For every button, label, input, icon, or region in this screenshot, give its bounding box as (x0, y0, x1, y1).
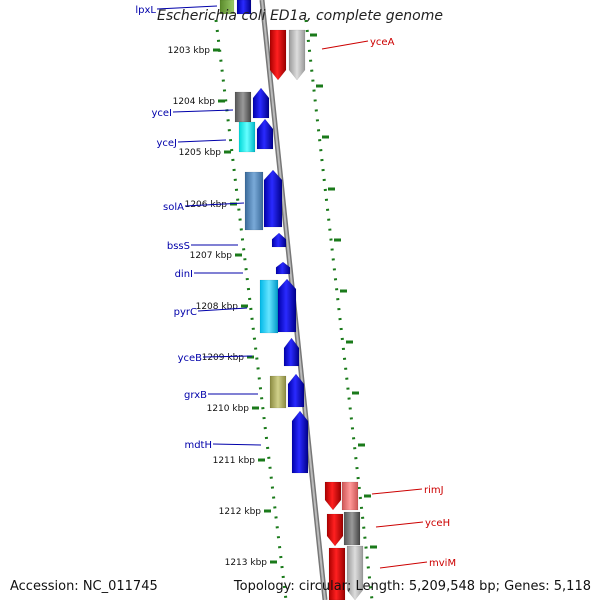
gene-label-pyrC[interactable]: pyrC (174, 307, 197, 318)
gene-yceI-partner-block (234, 91, 252, 123)
tick-rail-right (304, 19, 374, 600)
gene-pyrC-block (277, 278, 297, 333)
gene-leader-line (202, 355, 253, 358)
gene-lpxL-block (236, 0, 252, 15)
kbp-tick-label: 1204 kbp (173, 97, 216, 107)
gene-dinI-block (275, 261, 291, 275)
gene-yceH-partner-block (326, 513, 344, 547)
gene-bssS-block (271, 232, 287, 248)
topology-text: Topology: circular; Length: 5,209,548 bp… (233, 579, 591, 594)
gene-label-yceA[interactable]: yceA (370, 37, 395, 48)
gene-yceJ-block (256, 118, 274, 150)
gene-label-yceJ[interactable]: yceJ (156, 138, 177, 149)
kbp-tick-label: 1212 kbp (219, 507, 262, 517)
gene-label-lpxL[interactable]: lpxL (135, 5, 156, 16)
gene-label-yceB[interactable]: yceB (178, 353, 203, 364)
gene-label-solA[interactable]: solA (163, 202, 184, 213)
gene-lpxL-partner-block (219, 0, 235, 15)
kbp-tick-label: 1211 kbp (213, 456, 256, 466)
gene-leader-line (375, 521, 424, 528)
gene-label-yceI[interactable]: yceI (151, 108, 172, 119)
gene-yceI-block (252, 87, 270, 119)
gene-leader-line (156, 5, 218, 10)
gene-leader-line (172, 109, 234, 113)
kbp-tick-label: 1207 kbp (190, 251, 233, 261)
gene-pyrC-partner-block (259, 279, 279, 334)
gene-grxB-block (287, 373, 305, 408)
genome-title: Escherichia coli ED1a, complete genome (157, 8, 443, 24)
kbp-tick-label: 1209 kbp (202, 353, 245, 363)
gene-label-grxB[interactable]: grxB (184, 390, 207, 401)
gene-leader-line (379, 561, 428, 569)
gene-leader-line (177, 139, 227, 143)
gene-leader-line (197, 307, 248, 312)
gene-mviM-partner-block (328, 547, 346, 600)
gene-leader-line (184, 202, 245, 207)
gene-yceH-block (343, 511, 361, 546)
gene-solA-partner-block (244, 171, 264, 231)
gene-leader-line (212, 443, 262, 446)
kbp-tick-label: 1208 kbp (196, 302, 239, 312)
kbp-tick-label: 1205 kbp (179, 148, 222, 158)
gene-label-rimJ[interactable]: rimJ (424, 485, 444, 496)
gene-label-yceH[interactable]: yceH (425, 518, 450, 529)
gene-solA-block (263, 169, 283, 228)
gene-label-dinI[interactable]: dinI (175, 269, 193, 280)
gene-rimJ-block (341, 481, 359, 511)
gene-label-mviM[interactable]: mviM (429, 558, 456, 569)
kbp-tick-label: 1213 kbp (225, 558, 268, 568)
gene-label-bssS[interactable]: bssS (167, 241, 190, 252)
gene-label-mdtH[interactable]: mdtH (184, 440, 212, 451)
gene-mdtH-block (291, 410, 309, 474)
gene-yceJ-partner-block (238, 121, 256, 153)
gene-rimJ-partner-block (324, 481, 342, 511)
gene-leader-line (371, 488, 423, 495)
gene-yceB-block (283, 337, 300, 367)
gene-leader-line (321, 40, 369, 50)
gene-grxB-partner-block (269, 375, 287, 409)
kbp-tick-label: 1210 kbp (207, 404, 250, 414)
gene-yceA-block (269, 29, 287, 81)
kbp-tick-label: 1203 kbp (168, 46, 211, 56)
accession-text: Accession: NC_011745 (10, 579, 158, 594)
gene-mviM-block (346, 545, 364, 600)
gene-yceA-partner-block (288, 29, 306, 81)
